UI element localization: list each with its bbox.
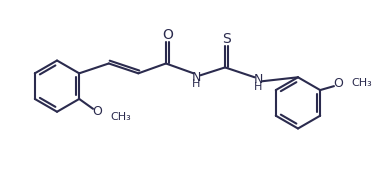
Text: O: O: [92, 105, 102, 118]
Text: O: O: [333, 77, 343, 90]
Text: CH₃: CH₃: [111, 112, 132, 122]
Text: O: O: [162, 28, 173, 42]
Text: N: N: [192, 71, 201, 84]
Text: N: N: [254, 73, 263, 86]
Text: H: H: [254, 82, 263, 92]
Text: H: H: [192, 79, 201, 89]
Text: CH₃: CH₃: [352, 78, 372, 88]
Text: S: S: [222, 32, 231, 46]
